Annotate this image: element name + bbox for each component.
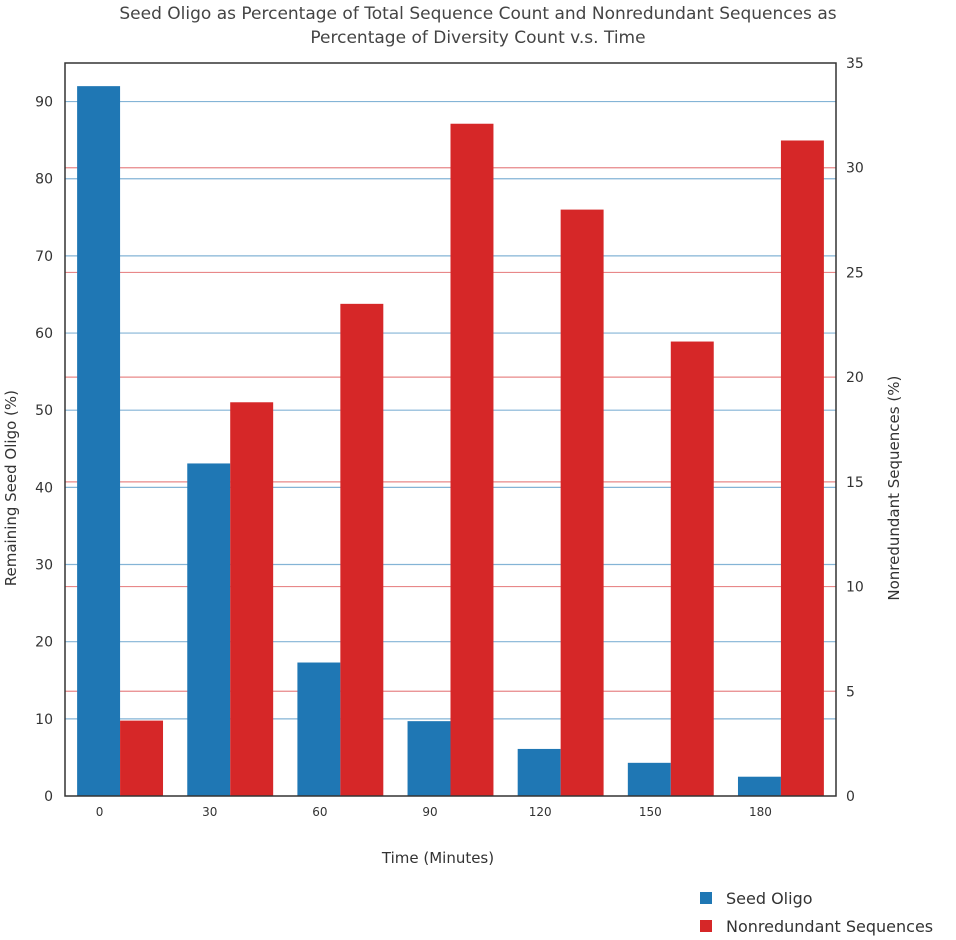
x-tick-label: 90: [422, 805, 437, 819]
x-tick-label: 180: [749, 805, 772, 819]
bar-nonredundant: [450, 123, 494, 797]
bar-nonredundant: [340, 303, 384, 796]
y-tick-right: 0: [846, 789, 855, 805]
legend-label-nonredundant: Nonredundant Sequences: [726, 916, 934, 936]
y-tick-left: 20: [35, 635, 53, 651]
x-tick-label: 60: [312, 805, 327, 819]
bar-seed-oligo: [517, 748, 561, 796]
x-tick-label: 30: [202, 805, 217, 819]
y-tick-right: 30: [846, 161, 864, 177]
y-tick-left: 10: [35, 712, 53, 728]
y-tick-right: 15: [846, 475, 864, 491]
legend-label-seed-oligo: Seed Oligo: [726, 888, 813, 908]
legend-swatch-seed-oligo: [700, 892, 712, 904]
bar-seed-oligo: [187, 463, 231, 796]
x-tick-label: 0: [96, 805, 104, 819]
bar-nonredundant: [670, 341, 714, 796]
y-tick-right: 10: [846, 580, 864, 596]
y-tick-left: 60: [35, 326, 53, 342]
y-tick-left: 90: [35, 95, 53, 111]
bar-seed-oligo: [737, 776, 781, 796]
tick-labels: 0 10 20 30 40 50 60 70 80 90 0 5 10 15 20 25 30 35 0 30 60 90…: [35, 56, 864, 819]
chart-title-line-2: Percentage of Diversity Count v.s. Time: [310, 28, 646, 48]
y-tick-left: 30: [35, 558, 53, 574]
chart-title: Seed Oligo as Percentage of Total Sequen…: [0, 2, 956, 50]
y-tick-left: 50: [35, 403, 53, 419]
y-axis-right-label: Nonredundant Sequences (%): [885, 376, 903, 601]
x-tick-label: 120: [529, 805, 552, 819]
legend: Seed Oligo Nonredundant Sequences: [700, 884, 933, 940]
legend-swatch-nonredundant: [700, 920, 712, 932]
bar-nonredundant: [560, 209, 604, 797]
plot-frame: [64, 62, 837, 797]
bar-seed-oligo: [77, 86, 121, 797]
y-tick-left: 40: [35, 480, 53, 496]
bars: [77, 86, 824, 797]
y-axis-left-label: Remaining Seed Oligo (%): [2, 390, 20, 586]
bar-nonredundant: [120, 720, 164, 796]
bar-seed-oligo: [627, 762, 671, 796]
bar-seed-oligo: [407, 721, 451, 796]
y-tick-left: 80: [35, 172, 53, 188]
bar-nonredundant: [230, 402, 274, 796]
x-tick-label: 150: [639, 805, 662, 819]
y-tick-left: 0: [44, 789, 53, 805]
y-tick-right: 20: [846, 370, 864, 386]
x-axis-label: Time (Minutes): [381, 849, 494, 867]
bar-nonredundant: [780, 140, 824, 796]
legend-item-seed-oligo: Seed Oligo: [700, 884, 933, 912]
y-tick-right: 5: [846, 684, 855, 700]
y-tick-left: 70: [35, 249, 53, 265]
y-tick-right: 35: [846, 56, 864, 72]
y-tick-right: 25: [846, 265, 864, 281]
chart-title-line-1: Seed Oligo as Percentage of Total Sequen…: [119, 4, 837, 24]
bar-seed-oligo: [297, 662, 341, 796]
legend-item-nonredundant: Nonredundant Sequences: [700, 912, 933, 940]
